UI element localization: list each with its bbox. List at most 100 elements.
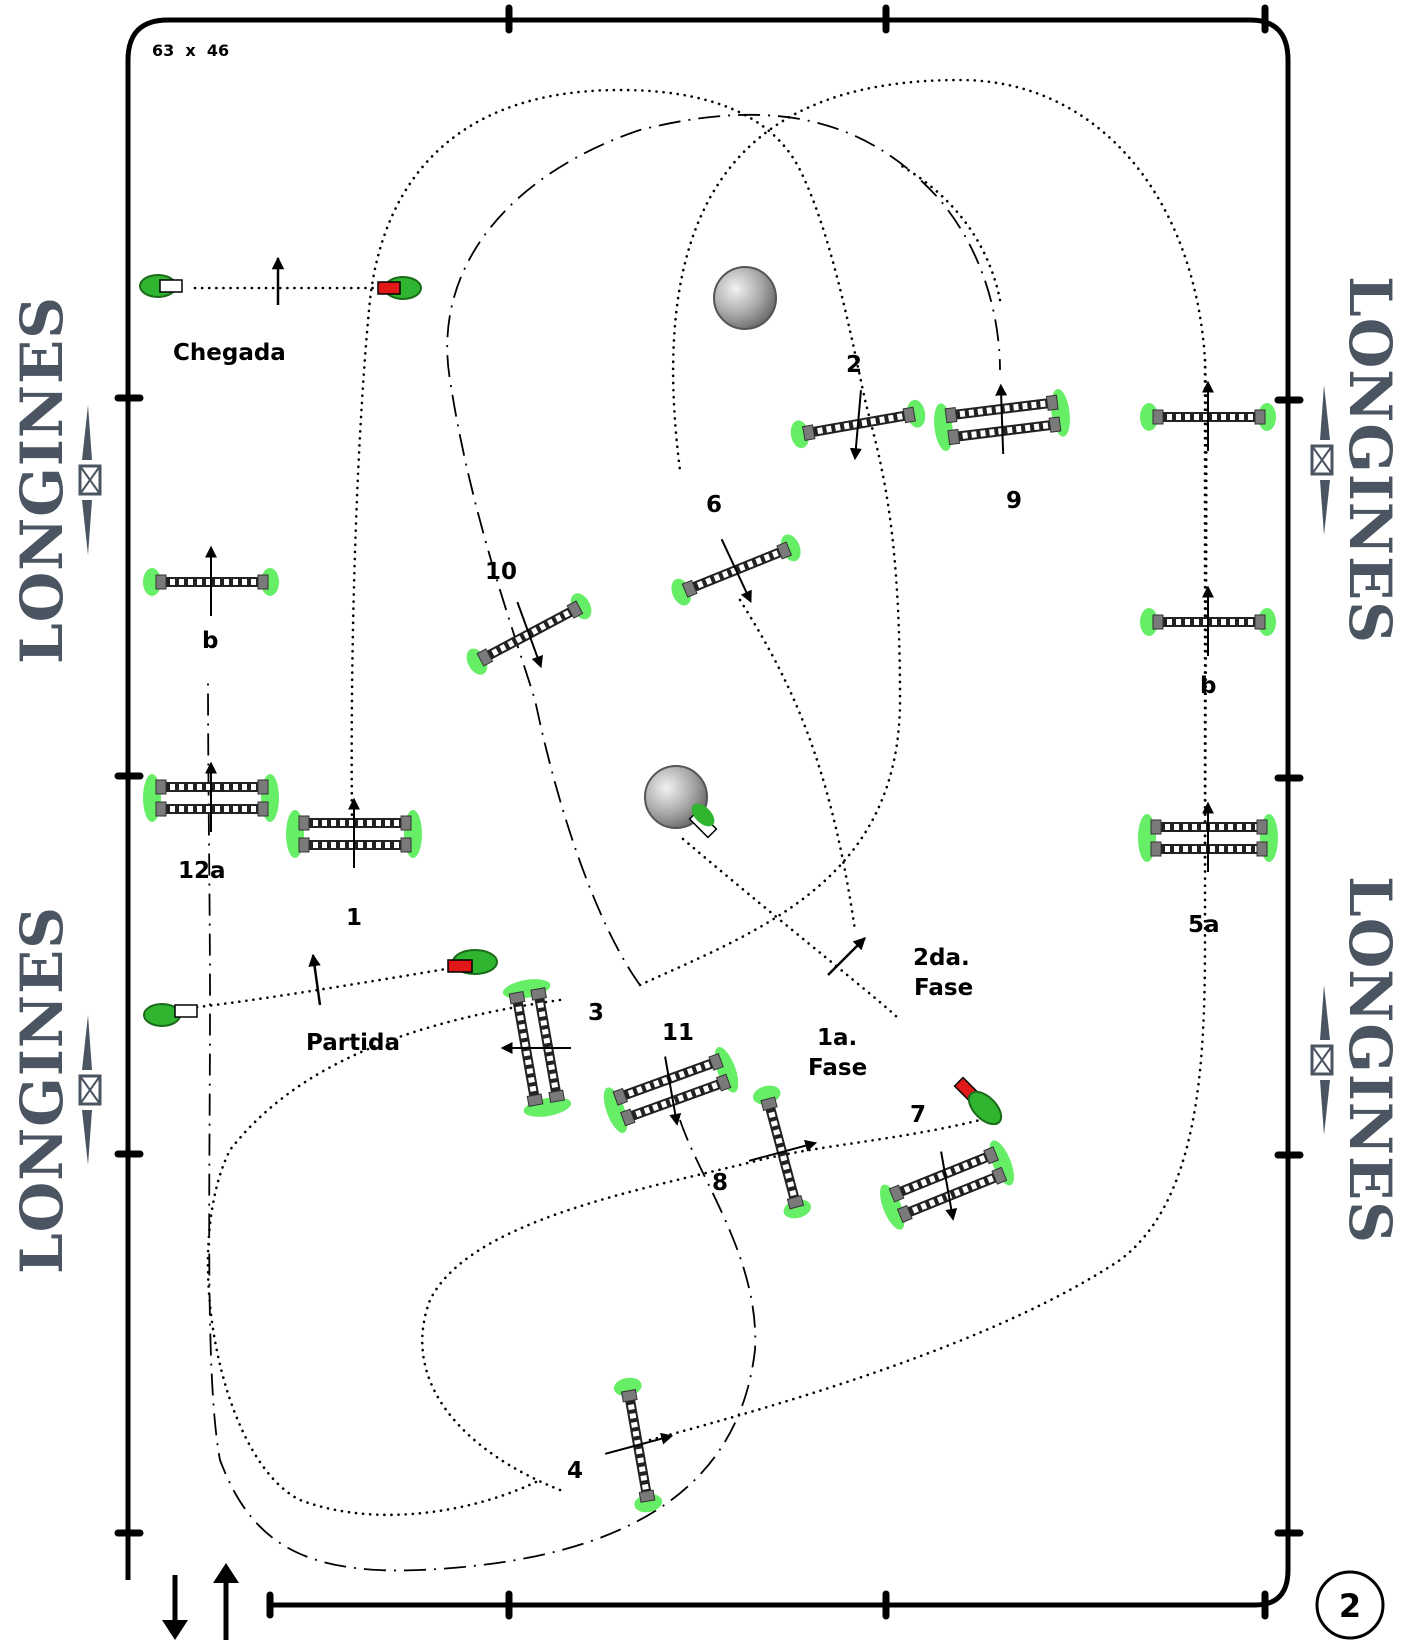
- jump-post: [566, 600, 584, 619]
- direction-arrow: [940, 1151, 958, 1221]
- start-shrub-right: [447, 949, 498, 975]
- phase1-label-line2: Fase: [808, 1055, 867, 1081]
- obstacle-label-10: 10: [485, 559, 517, 585]
- jump-post: [257, 779, 269, 795]
- jump-post: [888, 1184, 905, 1203]
- direction-arrow: [516, 601, 543, 669]
- course-path-jumpoff: [207, 113, 1001, 1572]
- direction-arrow: [995, 383, 1008, 455]
- jump-post: [620, 1108, 636, 1127]
- start-shrub-left: [143, 1003, 198, 1027]
- jump-post: [476, 648, 494, 667]
- jump-post: [776, 541, 793, 560]
- sponsor-logo-right-top: LONGINES: [1310, 276, 1404, 644]
- direction-arrow: [664, 1056, 682, 1126]
- entrance-arrows: [162, 1563, 239, 1640]
- sponsor-logo-text: LONGINES: [8, 906, 76, 1274]
- jump-post: [1045, 394, 1059, 411]
- sponsor-logo-left-top: LONGINES: [8, 296, 102, 664]
- course-path-phase2: [193, 88, 1207, 987]
- jump-post: [1152, 614, 1164, 630]
- jump-post: [257, 801, 269, 817]
- ball-decoration-middle: [644, 765, 708, 829]
- jump-post: [298, 815, 310, 831]
- finish-label: Chegada: [173, 340, 286, 366]
- phase-gate-top: [688, 803, 718, 839]
- phase2-label-line2: Fase: [914, 975, 973, 1001]
- obstacle-label-9: 9: [1006, 488, 1022, 514]
- jump-post: [638, 1489, 656, 1503]
- jumps-layer: [143, 380, 1278, 1513]
- phase2-label-line1: 2da.: [913, 945, 970, 971]
- jump-post: [400, 837, 412, 853]
- finish-shrub-left: [139, 274, 183, 298]
- jump-post: [681, 579, 698, 598]
- obstacle-label-8: 8: [712, 1170, 728, 1196]
- finish-shrub-right: [377, 276, 422, 300]
- jump-post: [902, 406, 916, 424]
- jump-post: [155, 574, 167, 590]
- direction-arrow: [720, 538, 752, 603]
- jump-post: [947, 428, 961, 446]
- jump-post: [530, 987, 547, 1001]
- obstacle-label-12a: 12a: [178, 858, 226, 884]
- obstacle-label-2: 2: [846, 352, 862, 378]
- jump-wing-shrub: [989, 1140, 1014, 1186]
- jump-12a: [143, 774, 279, 822]
- jump-post: [786, 1194, 805, 1210]
- obstacle-label-7: 7: [910, 1102, 926, 1128]
- sponsor-logo-text: LONGINES: [8, 296, 76, 664]
- jump-post: [620, 1389, 638, 1403]
- obstacle-label-5a: 5a: [1188, 912, 1220, 938]
- jump-2: [790, 399, 926, 449]
- jump-post: [257, 574, 269, 590]
- jump-post: [1152, 409, 1164, 425]
- jump-post: [508, 990, 526, 1005]
- start-label: Partida: [306, 1030, 400, 1056]
- jump-post: [298, 837, 310, 853]
- jump-post: [991, 1166, 1008, 1185]
- jump-post: [1150, 841, 1162, 857]
- jump-post: [708, 1052, 724, 1071]
- jump-post: [548, 1089, 566, 1104]
- jump-post: [155, 801, 167, 817]
- sponsor-logo-left-bottom: LONGINES: [8, 906, 102, 1274]
- obstacle-label-12b: b: [202, 628, 218, 654]
- phase-gate-bottom: [953, 1076, 1003, 1126]
- jump-post: [715, 1073, 732, 1092]
- page-number-badge: 2: [1315, 1570, 1385, 1640]
- jump-post: [400, 815, 412, 831]
- phase1-label-line1: 1a.: [817, 1025, 857, 1051]
- jump-post: [612, 1087, 628, 1106]
- ball-decoration-top: [713, 266, 777, 330]
- finish-line: [139, 256, 422, 305]
- jump-post: [896, 1204, 913, 1223]
- direction-arrow: [849, 390, 862, 461]
- obstacle-label-1: 1: [346, 905, 362, 931]
- jump-post: [760, 1096, 778, 1111]
- jump-post: [1256, 841, 1268, 857]
- jump-post: [1150, 819, 1162, 835]
- jump-11: [603, 1047, 739, 1133]
- jump-10: [466, 593, 592, 675]
- jump-post: [802, 424, 816, 442]
- jump-post: [155, 779, 167, 795]
- obstacle-label-6: 6: [706, 492, 722, 518]
- obstacle-label-11: 11: [662, 1020, 694, 1046]
- jump-3: [502, 979, 572, 1117]
- obstacle-label-4: 4: [567, 1458, 583, 1484]
- direction-arrow: [604, 1432, 674, 1455]
- jump-post: [1254, 409, 1266, 425]
- jump-wing-shrub: [603, 1087, 628, 1133]
- arena-border: [114, 4, 1304, 1620]
- obstacle-label-5b: b: [1200, 673, 1216, 699]
- jump-post: [983, 1146, 1000, 1165]
- jump-post: [944, 407, 958, 424]
- jump-post: [1254, 614, 1266, 630]
- sponsor-logo-text: LONGINES: [1336, 876, 1404, 1244]
- obstacle-label-3: 3: [588, 1000, 604, 1026]
- jump-7: [880, 1140, 1014, 1230]
- sponsor-logo-text: LONGINES: [1336, 276, 1404, 644]
- jump-wing-shrub: [880, 1184, 905, 1230]
